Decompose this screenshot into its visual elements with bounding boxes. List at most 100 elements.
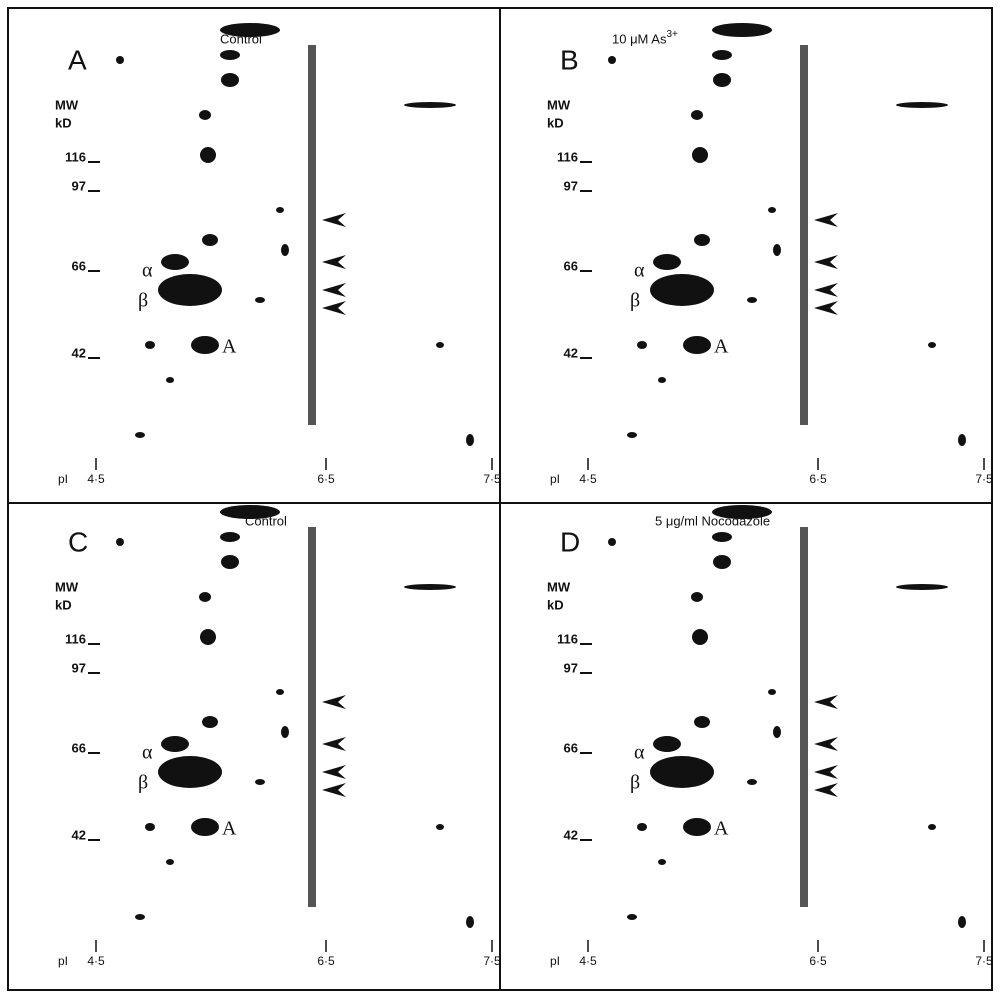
mw-marker: 97: [72, 660, 86, 675]
spot: [928, 824, 936, 830]
mw-marker: 66: [564, 258, 578, 273]
spot: [747, 779, 757, 785]
spot: [276, 207, 284, 213]
spot: [650, 274, 714, 306]
spot: [896, 102, 948, 108]
spot: [683, 336, 711, 354]
mw-marker: 116: [65, 149, 86, 164]
lane-streak: [800, 527, 808, 907]
panel-letter: B: [560, 44, 579, 75]
spot: [466, 434, 474, 446]
spot: [637, 823, 647, 831]
pi-marker: 6·5: [809, 472, 827, 486]
pi-marker: 7·5: [483, 954, 501, 968]
spot: [202, 234, 218, 246]
spot-label: β: [630, 772, 640, 794]
spot: [608, 56, 616, 64]
arrowhead: [322, 283, 346, 297]
title-superscript: 3+: [666, 29, 678, 40]
spot: [691, 110, 703, 120]
arrowhead: [322, 695, 346, 709]
arrowhead: [814, 213, 838, 227]
spot: [658, 377, 666, 383]
spot: [221, 73, 239, 87]
spot: [220, 505, 280, 519]
spot: [135, 914, 145, 920]
spot: [404, 584, 456, 590]
spot: [202, 716, 218, 728]
spot: [747, 297, 757, 303]
spot: [191, 818, 219, 836]
spot-label: A: [222, 336, 237, 358]
pi-marker: 6·5: [317, 954, 335, 968]
spot: [281, 244, 289, 256]
panel-title: Control: [245, 513, 287, 528]
panel: B 10 μM As3+ MW kD 116 97 66 42 pI 4·5 6·5 7·5 αβ A: [547, 23, 993, 486]
panel: D 5 μg/ml Nocodazole MW kD 116 97 66 42 pI 4·5 6·5…: [547, 505, 993, 968]
spot: [683, 818, 711, 836]
spot: [220, 50, 240, 60]
pi-marker: 4·5: [579, 954, 597, 968]
spot: [653, 254, 681, 270]
arrowhead: [814, 283, 838, 297]
spot: [712, 50, 732, 60]
spot: [191, 336, 219, 354]
spot: [768, 689, 776, 695]
spot-label: A: [714, 336, 729, 358]
spot: [692, 147, 708, 163]
mw-marker: 116: [65, 631, 86, 646]
pi-marker: 7·5: [975, 472, 993, 486]
spot: [436, 342, 444, 348]
mw-marker: 42: [72, 827, 86, 842]
spot: [255, 297, 265, 303]
arrowhead: [322, 213, 346, 227]
spot: [712, 505, 772, 519]
spot: [466, 916, 474, 928]
spot: [627, 914, 637, 920]
mw-header: kD: [55, 115, 72, 130]
spot: [713, 73, 731, 87]
spot: [276, 689, 284, 695]
pi-marker: 6·5: [809, 954, 827, 968]
spot: [158, 756, 222, 788]
spot: [281, 726, 289, 738]
arrowhead: [814, 301, 838, 315]
spot: [161, 736, 189, 752]
panel-letter: C: [68, 526, 88, 557]
spot: [220, 23, 280, 37]
spot: [658, 859, 666, 865]
spot-label: α: [634, 260, 645, 282]
mw-marker: 97: [564, 178, 578, 193]
spot: [200, 629, 216, 645]
spot: [627, 432, 637, 438]
mw-marker: 66: [72, 740, 86, 755]
spot: [145, 823, 155, 831]
panel-title: Control: [220, 31, 262, 46]
spot: [221, 555, 239, 569]
spot: [166, 859, 174, 865]
spot-label: A: [714, 818, 729, 840]
mw-header: kD: [547, 115, 564, 130]
spot-label: α: [142, 260, 153, 282]
mw-marker: 42: [72, 345, 86, 360]
mw-header: kD: [547, 597, 564, 612]
spot-label: A: [222, 818, 237, 840]
mw-marker: 42: [564, 827, 578, 842]
mw-header: MW: [55, 97, 79, 112]
spot-label: β: [138, 290, 148, 312]
pi-marker: 4·5: [87, 954, 105, 968]
arrowhead: [814, 765, 838, 779]
spot: [199, 110, 211, 120]
spot: [958, 434, 966, 446]
mw-marker: 116: [557, 631, 578, 646]
arrowhead: [322, 783, 346, 797]
panel: A Control MW kD 116 97 66 42 pI 4·5 6·5 7·5 αβ A: [55, 23, 501, 486]
spot: [653, 736, 681, 752]
mw-marker: 97: [564, 660, 578, 675]
spot: [220, 532, 240, 542]
spot-label: α: [634, 742, 645, 764]
spot: [116, 538, 124, 546]
lane-streak: [308, 527, 316, 907]
pi-marker: 4·5: [579, 472, 597, 486]
